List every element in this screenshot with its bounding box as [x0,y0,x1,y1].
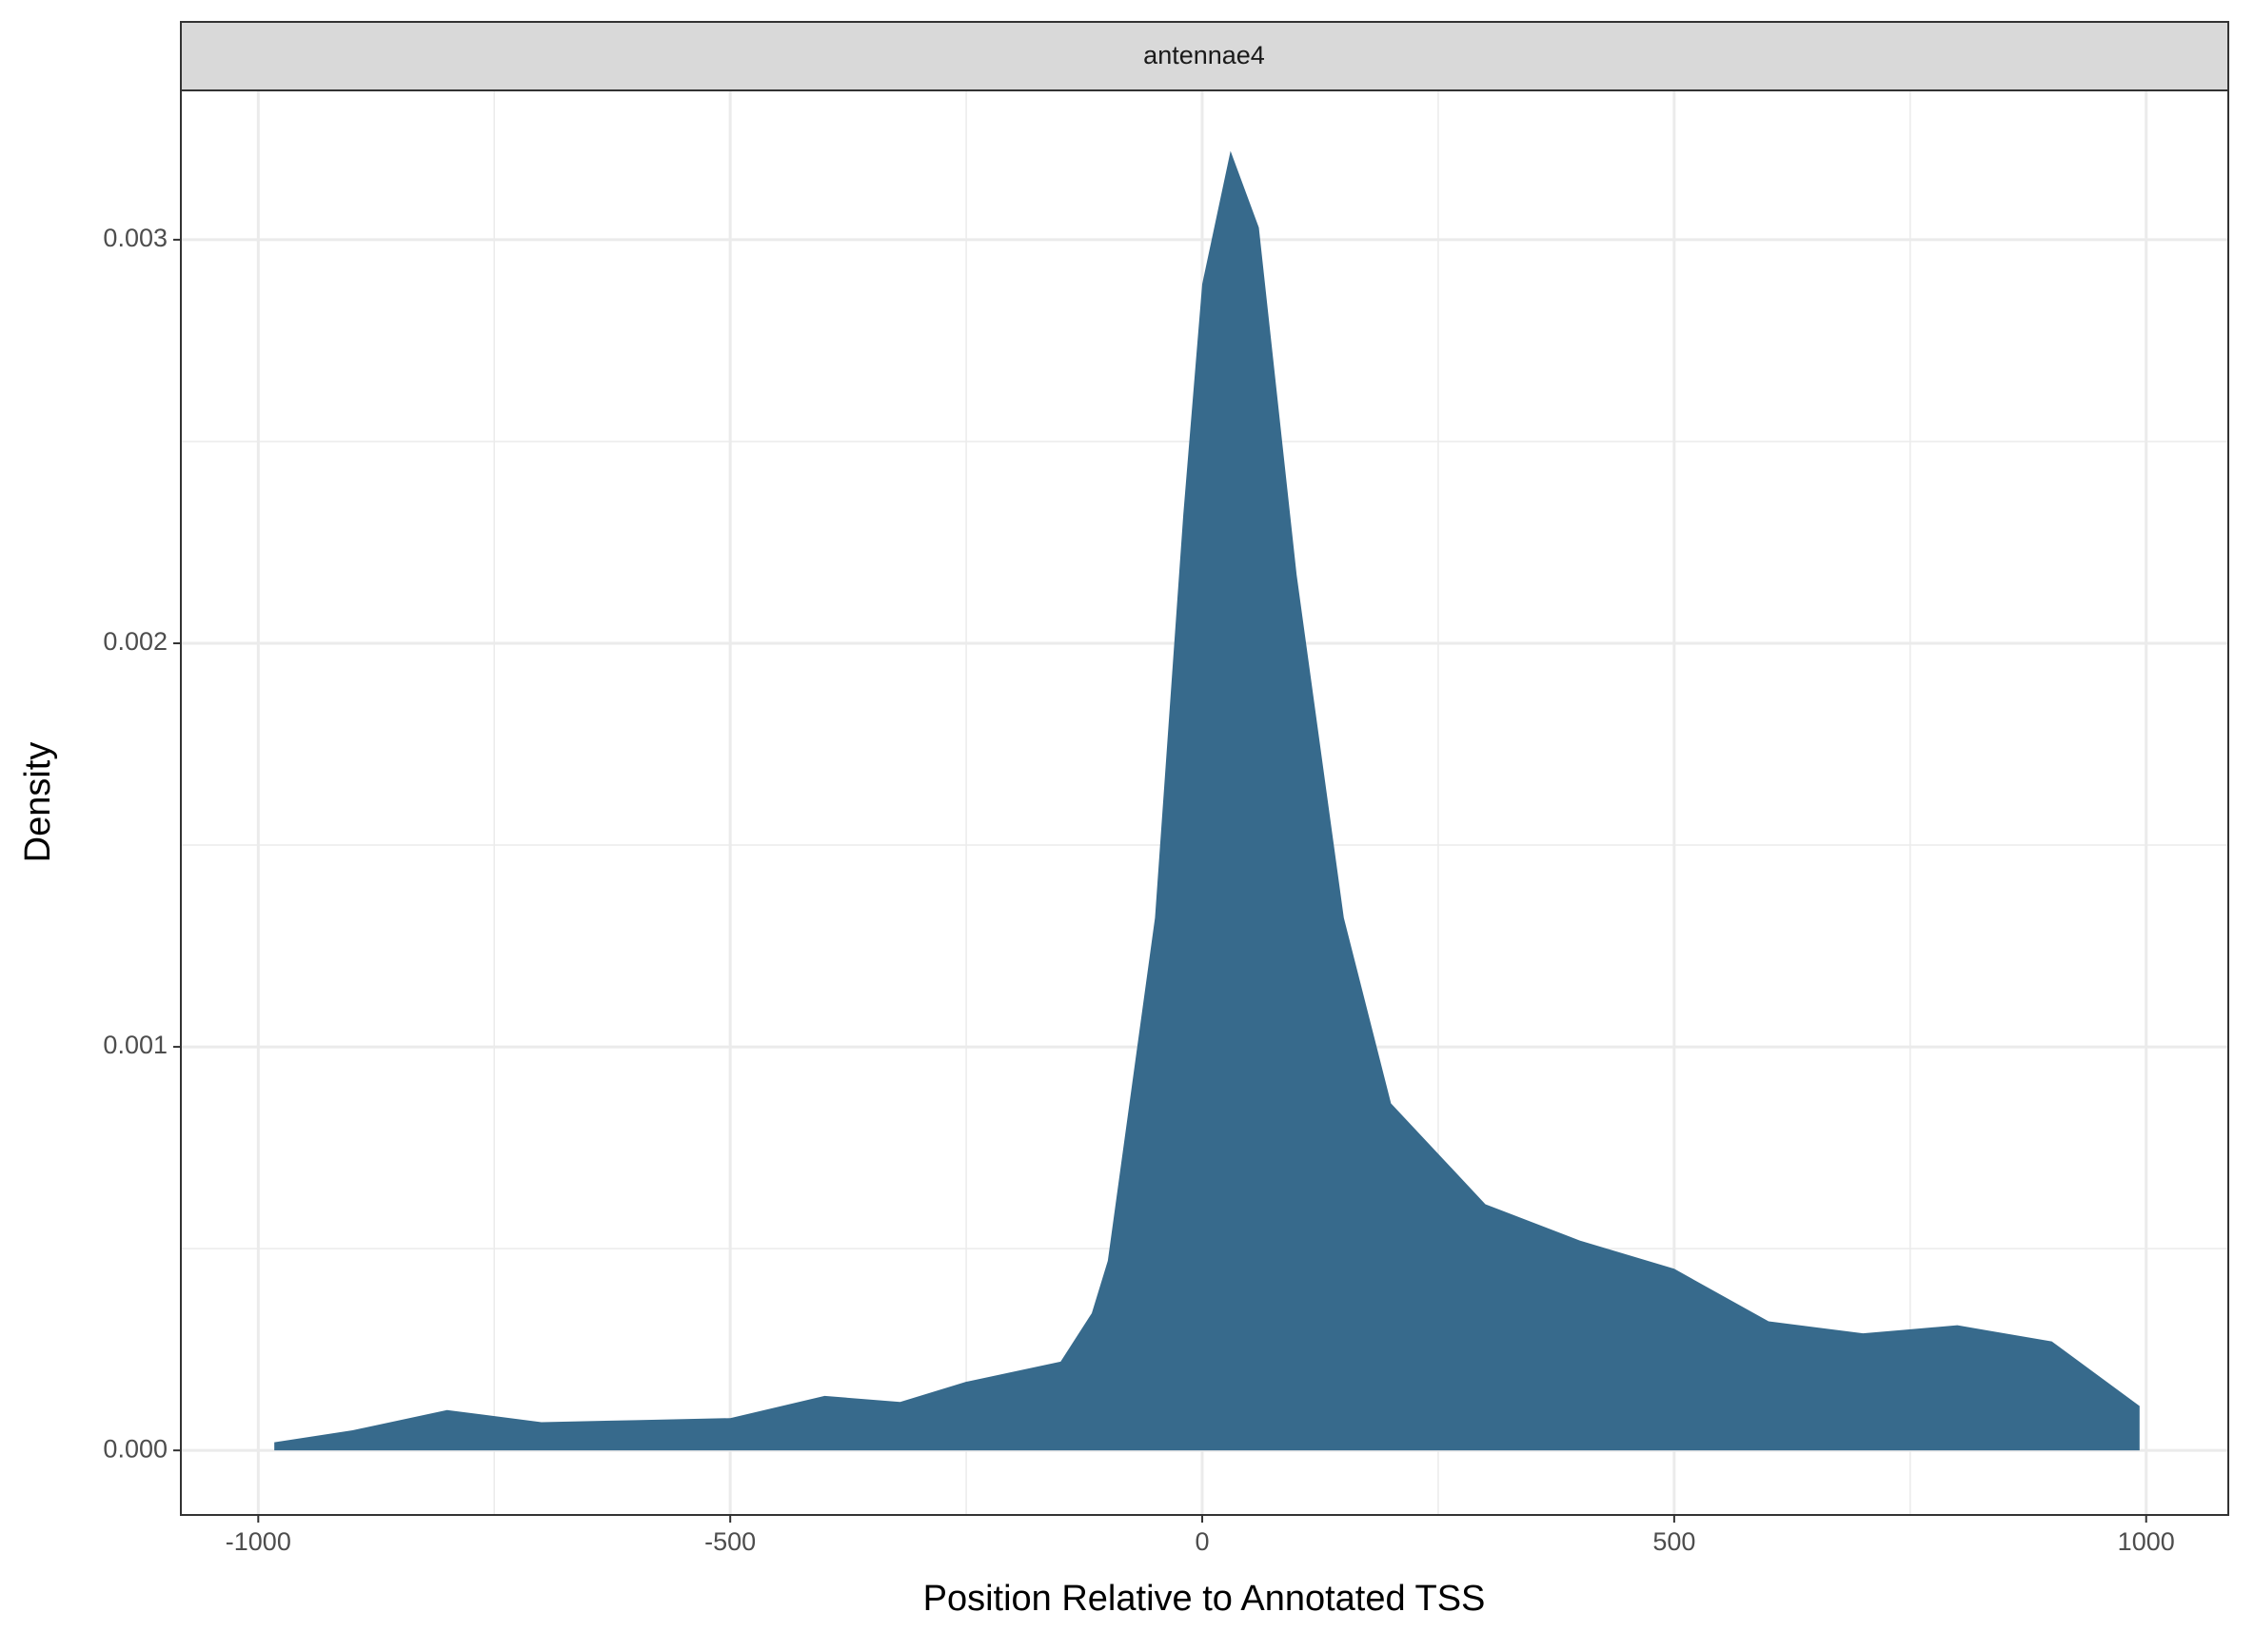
x-axis-title: Position Relative to Annotated TSS [923,1579,1486,1619]
x-tick-label: -500 [704,1527,756,1556]
x-tick-label: 0 [1196,1527,1210,1556]
y-axis-title: Density [18,742,58,863]
strip-label: antennae4 [1143,41,1265,69]
density-area [274,150,2140,1451]
y-tick-label: 0.000 [103,1434,168,1463]
x-tick-label: 500 [1652,1527,1695,1556]
y-tick-label: 0.002 [103,627,168,656]
x-tick-label: -1000 [226,1527,291,1556]
strip [180,21,2229,91]
x-tick-label: 1000 [2118,1527,2175,1556]
panel-border [180,89,2229,1516]
y-tick-label: 0.001 [103,1031,168,1059]
y-tick-label: 0.003 [103,224,168,252]
